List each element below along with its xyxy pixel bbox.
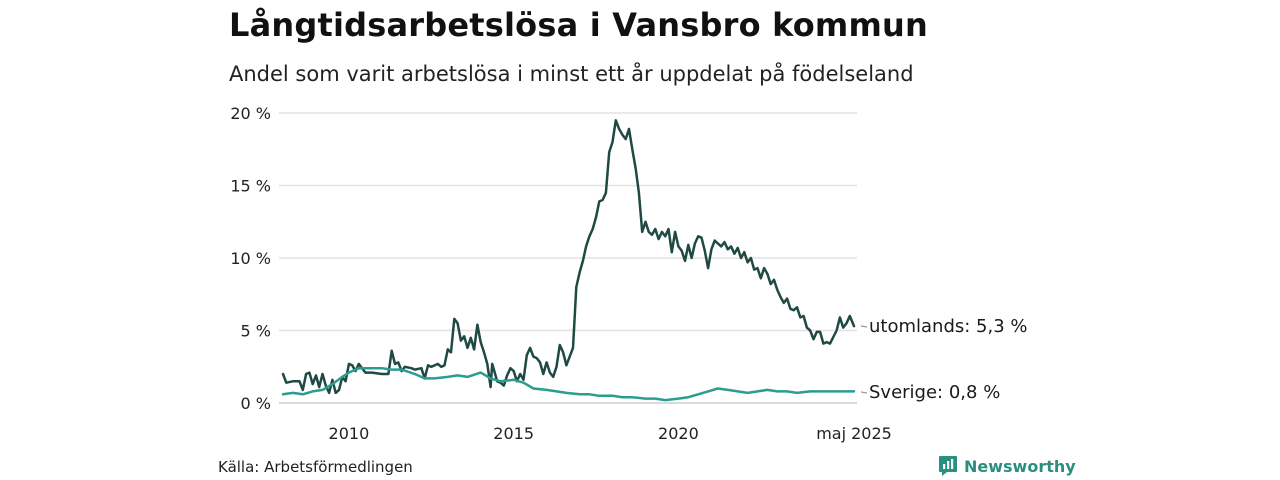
x-axis-ticks: 2010 2015 2020 maj 2025 — [329, 424, 892, 443]
y-tick-label: 0 % — [241, 394, 271, 413]
source-note: Källa: Arbetsförmedlingen — [218, 458, 413, 476]
brand-name: Newsworthy — [964, 456, 1076, 476]
series-end-label-utomlands: utomlands: 5,3 % — [869, 316, 1028, 337]
x-tick-label: 2010 — [329, 424, 370, 443]
y-tick-label: 5 % — [241, 322, 271, 341]
y-tick-label: 20 % — [230, 104, 271, 123]
chart-subtitle: Andel som varit arbetslösa i minst ett å… — [229, 62, 914, 86]
series-end-labels: utomlands: 5,3 % Sverige: 0,8 % — [860, 316, 1028, 403]
x-tick-label: 2015 — [493, 424, 534, 443]
y-tick-label: 15 % — [230, 177, 271, 196]
series-line-utomlands — [281, 119, 856, 395]
gridlines — [279, 112, 857, 404]
y-tick-label: 10 % — [230, 249, 271, 268]
series-lines — [281, 119, 856, 402]
series-end-label-sverige: Sverige: 0,8 % — [869, 382, 1000, 403]
end-label-connector — [860, 325, 868, 328]
x-tick-label: maj 2025 — [816, 424, 892, 443]
y-axis-ticks: 0 % 5 % 10 % 15 % 20 % — [230, 104, 271, 413]
series-line-sverige — [281, 366, 856, 402]
end-label-connector — [860, 391, 868, 394]
chart-title: Långtidsarbetslösa i Vansbro kommun — [229, 6, 928, 44]
x-tick-label: 2020 — [658, 424, 699, 443]
brand-logo: Newsworthy — [938, 455, 1076, 477]
newsworthy-logo-icon — [939, 456, 957, 476]
